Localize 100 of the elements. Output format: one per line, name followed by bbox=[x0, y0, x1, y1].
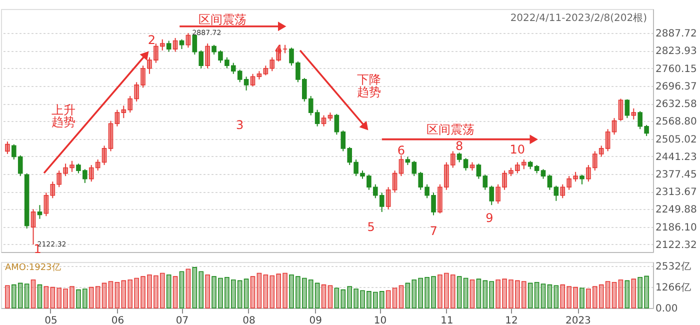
candlestick bbox=[456, 152, 462, 163]
bar bbox=[205, 274, 210, 308]
y-tick-label: 2823.93 bbox=[656, 46, 697, 58]
bar bbox=[37, 284, 42, 308]
bar bbox=[218, 278, 223, 308]
y-tick-label: 2313.67 bbox=[656, 187, 697, 198]
annotation: 7 bbox=[430, 224, 438, 238]
bar bbox=[373, 292, 378, 308]
candlestick bbox=[547, 174, 552, 190]
x-tick-label: 12 bbox=[505, 316, 518, 325]
bar bbox=[554, 285, 559, 308]
candlestick bbox=[250, 73, 256, 87]
candlestick bbox=[502, 170, 507, 190]
bar bbox=[560, 284, 566, 308]
bar bbox=[631, 278, 636, 308]
bar bbox=[102, 282, 107, 308]
y-tick-label: 2505.02 bbox=[656, 134, 697, 146]
candlestick bbox=[386, 186, 391, 210]
candlestick bbox=[30, 208, 36, 245]
bar bbox=[366, 291, 372, 308]
candlestick bbox=[508, 167, 514, 177]
candlestick bbox=[496, 184, 500, 204]
bar bbox=[308, 279, 314, 308]
candlestick bbox=[88, 164, 94, 182]
bar bbox=[30, 279, 36, 308]
bar bbox=[392, 288, 398, 308]
candlestick bbox=[108, 120, 114, 152]
bar bbox=[44, 286, 49, 308]
bar bbox=[128, 279, 133, 308]
bar bbox=[379, 291, 384, 308]
bar bbox=[580, 288, 584, 308]
candlestick bbox=[50, 181, 56, 199]
y-tick-label: 2696.37 bbox=[656, 81, 697, 92]
candlestick bbox=[160, 38, 165, 51]
bar bbox=[289, 274, 294, 308]
bar bbox=[470, 279, 475, 308]
bar bbox=[644, 276, 649, 308]
bar bbox=[586, 288, 591, 308]
bar bbox=[398, 285, 404, 308]
bar bbox=[160, 272, 165, 308]
candlestick bbox=[102, 145, 107, 166]
candlestick bbox=[605, 128, 610, 152]
bar bbox=[438, 274, 442, 308]
y-tick-label: 2377.45 bbox=[656, 170, 697, 181]
bar bbox=[444, 272, 449, 308]
bar bbox=[244, 278, 249, 308]
candlestick bbox=[540, 168, 546, 180]
candlestick bbox=[444, 162, 449, 190]
candlestick bbox=[554, 185, 559, 202]
bar bbox=[172, 276, 178, 308]
bar bbox=[76, 289, 81, 308]
bar bbox=[114, 282, 120, 308]
annotation: 2 bbox=[148, 33, 156, 48]
bar bbox=[134, 278, 139, 308]
annotation: 6 bbox=[397, 144, 406, 158]
bar bbox=[412, 279, 417, 308]
bar bbox=[534, 282, 540, 308]
bar bbox=[328, 285, 333, 308]
bar bbox=[618, 279, 624, 308]
bar bbox=[314, 282, 320, 308]
bar bbox=[482, 280, 488, 308]
candlestick bbox=[114, 109, 120, 127]
annotation: 区间震荡 bbox=[198, 12, 247, 26]
bar bbox=[340, 289, 346, 308]
bar bbox=[5, 285, 10, 308]
candlestick bbox=[328, 112, 333, 122]
bar bbox=[476, 278, 482, 308]
bar bbox=[424, 276, 430, 308]
y-tick-label: 0.00 bbox=[656, 304, 678, 314]
candlestick bbox=[566, 176, 572, 190]
annotation: 上升 bbox=[51, 102, 76, 117]
candlestick bbox=[70, 160, 74, 172]
x-tick-label: 07 bbox=[176, 316, 189, 325]
annotation: 区间震荡 bbox=[426, 122, 475, 137]
x-tick-label: 2023 bbox=[565, 316, 591, 325]
candlestick bbox=[263, 65, 268, 76]
annotation: 9 bbox=[486, 211, 494, 226]
x-tick-label: 10 bbox=[374, 316, 387, 325]
bar bbox=[82, 288, 88, 308]
bar bbox=[250, 276, 256, 308]
candlestick bbox=[598, 145, 604, 158]
x-tick-label: 08 bbox=[242, 316, 256, 325]
bar bbox=[360, 290, 365, 308]
candlestick bbox=[95, 158, 100, 172]
bar bbox=[12, 284, 16, 308]
bar bbox=[566, 286, 572, 308]
x-tick-label: 09 bbox=[309, 316, 322, 325]
candlestick bbox=[521, 158, 526, 170]
bar bbox=[121, 280, 126, 308]
bar bbox=[70, 286, 74, 308]
bar bbox=[24, 284, 30, 308]
candlestick bbox=[5, 141, 10, 154]
bar bbox=[95, 286, 100, 308]
bar bbox=[276, 274, 281, 308]
bar bbox=[540, 284, 546, 308]
bar bbox=[224, 276, 230, 308]
bar bbox=[528, 282, 533, 308]
bar bbox=[296, 276, 300, 308]
bar bbox=[450, 274, 456, 308]
candlestick bbox=[438, 184, 442, 214]
